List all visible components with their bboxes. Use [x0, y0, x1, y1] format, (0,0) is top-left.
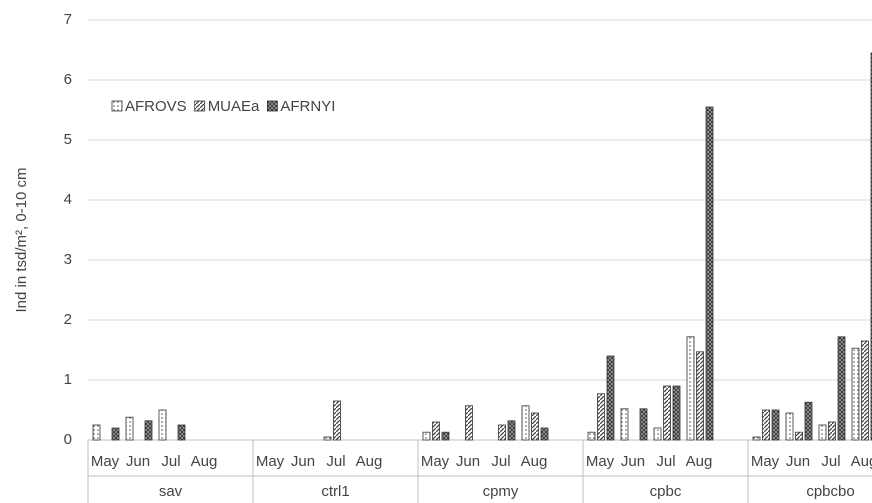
x-tick-label: May	[256, 453, 285, 470]
bar	[804, 401, 813, 441]
y-tick-label: 2	[64, 311, 72, 328]
group-label: cpmy	[483, 483, 519, 500]
x-tick-label: May	[91, 453, 120, 470]
bar	[653, 427, 662, 441]
y-axis-label: Ind in tsd/m², 0-10 cm	[13, 167, 30, 312]
group-label: ctrl1	[321, 483, 349, 500]
bar	[323, 436, 332, 441]
x-tick-label: Aug	[521, 453, 548, 470]
bar	[795, 431, 803, 441]
x-tick-label: May	[751, 453, 780, 470]
x-tick-label: Jun	[786, 453, 810, 470]
bar	[861, 340, 869, 441]
bar	[606, 355, 615, 441]
x-tick-label: May	[586, 453, 615, 470]
bar	[465, 405, 473, 441]
bar	[672, 385, 681, 441]
y-tick-label: 7	[64, 11, 72, 28]
y-tick-label: 6	[64, 71, 72, 88]
legend: AFROVS MUAEa AFRNYI	[111, 98, 335, 115]
bar	[531, 412, 539, 441]
bar	[771, 409, 780, 441]
bar	[177, 424, 186, 441]
bar	[663, 385, 671, 441]
bar	[432, 421, 440, 441]
bar	[111, 427, 120, 441]
y-tick-label: 3	[64, 251, 72, 268]
y-tick-label: 1	[64, 371, 72, 388]
x-tick-label: Aug	[851, 453, 872, 470]
x-tick-label: Jun	[621, 453, 645, 470]
x-tick-label: Aug	[191, 453, 218, 470]
legend-swatch	[111, 100, 123, 112]
bar	[696, 351, 704, 441]
legend-swatch	[194, 100, 206, 112]
bar	[639, 408, 648, 441]
x-tick-label: Jul	[326, 453, 345, 470]
bar	[752, 436, 761, 441]
bar	[144, 420, 153, 441]
x-tick-label: Jul	[161, 453, 180, 470]
x-tick-label: Aug	[686, 453, 713, 470]
group-label: sav	[159, 483, 183, 500]
legend-swatch	[266, 100, 278, 112]
bar	[333, 400, 341, 441]
x-tick-label: Jun	[126, 453, 150, 470]
bar	[837, 336, 846, 441]
bar	[597, 393, 605, 441]
y-tick-label: 4	[64, 191, 72, 208]
legend-label: AFROVS	[125, 98, 187, 115]
bar	[762, 409, 770, 441]
bar	[818, 424, 827, 441]
bar	[540, 427, 549, 441]
bar	[785, 412, 794, 441]
bar	[851, 347, 860, 441]
bar	[507, 420, 516, 441]
group-label: cpbcbo	[806, 483, 854, 500]
bar	[422, 431, 431, 441]
bar	[521, 405, 530, 441]
x-tick-label: Jul	[821, 453, 840, 470]
bar	[125, 416, 134, 441]
x-tick-label: Jun	[291, 453, 315, 470]
bar	[620, 408, 629, 441]
bar	[441, 431, 450, 441]
bar	[587, 431, 596, 441]
x-tick-label: May	[421, 453, 450, 470]
legend-label: AFRNYI	[280, 98, 335, 115]
y-tick-label: 0	[64, 431, 72, 448]
bar	[686, 336, 695, 441]
legend-label: MUAEa	[208, 98, 260, 115]
group-label: cpbc	[650, 483, 682, 500]
x-tick-label: Jul	[656, 453, 675, 470]
x-tick-label: Aug	[356, 453, 383, 470]
bar	[828, 421, 836, 441]
bar	[705, 106, 714, 441]
bar	[92, 424, 101, 441]
bar	[498, 424, 506, 441]
x-tick-label: Jun	[456, 453, 480, 470]
x-tick-label: Jul	[491, 453, 510, 470]
y-tick-label: 5	[64, 131, 72, 148]
bar	[158, 409, 167, 441]
